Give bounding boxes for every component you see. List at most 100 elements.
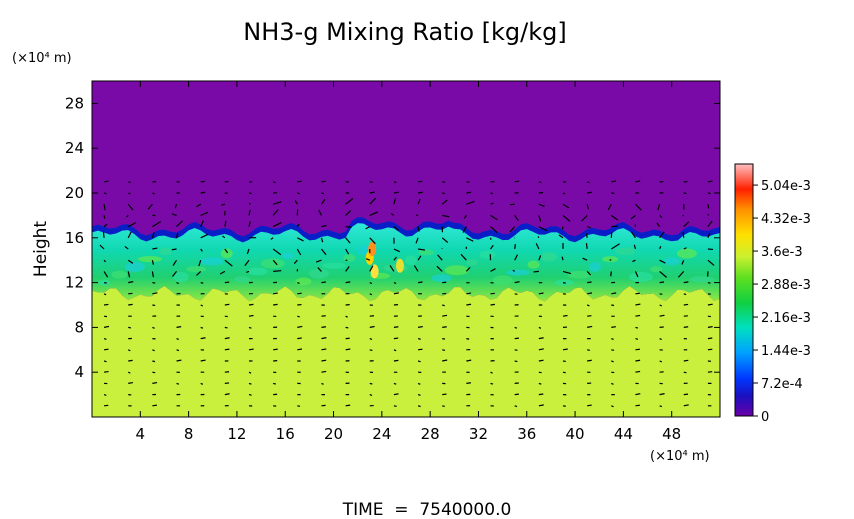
wind-vector bbox=[321, 192, 325, 195]
wind-vector bbox=[393, 405, 397, 407]
wind-vector bbox=[152, 247, 158, 250]
band-texture bbox=[567, 270, 592, 279]
band-texture bbox=[234, 276, 251, 283]
wind-vector bbox=[219, 270, 226, 275]
wind-vector bbox=[246, 248, 250, 255]
wind-vector bbox=[273, 348, 278, 351]
band-texture bbox=[690, 276, 715, 283]
wind-vector bbox=[176, 349, 180, 352]
wind-vector bbox=[466, 338, 470, 340]
wind-vector bbox=[683, 247, 687, 250]
wind-vector bbox=[417, 360, 421, 363]
wind-vector bbox=[466, 200, 475, 205]
wind-vector bbox=[369, 293, 373, 296]
wind-vector bbox=[514, 405, 518, 408]
y-tick-label: 12 bbox=[65, 274, 84, 292]
wind-vector-field bbox=[99, 180, 715, 408]
wind-vector bbox=[659, 293, 663, 295]
lower-layer bbox=[92, 286, 720, 417]
wind-vector bbox=[586, 233, 588, 238]
wind-vector bbox=[127, 371, 131, 374]
wind-vector bbox=[224, 259, 233, 267]
wind-vector bbox=[582, 257, 588, 261]
wind-vector bbox=[533, 270, 539, 273]
wind-vector bbox=[128, 359, 133, 362]
wind-vector bbox=[611, 326, 616, 328]
wind-vector bbox=[611, 382, 614, 385]
band-texture bbox=[199, 257, 224, 266]
wind-vector bbox=[587, 191, 592, 194]
wind-vector bbox=[345, 348, 351, 351]
wind-vector bbox=[677, 270, 685, 278]
wind-vector bbox=[393, 256, 397, 261]
band-texture bbox=[663, 257, 680, 266]
wind-vector bbox=[393, 248, 400, 253]
band-texture bbox=[444, 265, 469, 276]
x-tick-label: 12 bbox=[227, 425, 246, 443]
y-tick-label: 16 bbox=[65, 229, 84, 247]
wind-vector bbox=[538, 359, 544, 362]
wind-vector bbox=[248, 192, 252, 195]
wind-vector bbox=[659, 304, 663, 307]
wind-vector bbox=[176, 338, 179, 341]
wind-vector bbox=[561, 226, 564, 230]
x-tick-label: 44 bbox=[614, 425, 633, 443]
wind-vector bbox=[635, 203, 642, 211]
wind-vector bbox=[514, 180, 520, 183]
wind-vector bbox=[635, 180, 641, 183]
wind-vector bbox=[369, 211, 379, 216]
x-tick-label: 28 bbox=[421, 425, 440, 443]
wind-vector bbox=[151, 271, 154, 278]
wind-vector bbox=[514, 254, 519, 261]
wind-vector bbox=[611, 405, 614, 408]
wind-vector bbox=[538, 215, 542, 222]
wind-vector bbox=[390, 213, 395, 216]
wind-vector bbox=[611, 304, 615, 307]
wind-vector bbox=[366, 258, 371, 261]
band-texture bbox=[602, 256, 619, 263]
wind-vector bbox=[244, 259, 250, 267]
wind-vector bbox=[442, 214, 450, 218]
wind-vector bbox=[514, 244, 516, 250]
wind-vector bbox=[417, 191, 423, 194]
wind-vector bbox=[369, 325, 375, 328]
wind-vector bbox=[103, 259, 106, 263]
wind-vector bbox=[297, 282, 300, 285]
wind-vector bbox=[196, 203, 202, 208]
wind-vector bbox=[127, 271, 131, 278]
wind-vector bbox=[315, 259, 322, 263]
wind-vector bbox=[175, 233, 179, 238]
wind-vector bbox=[683, 281, 689, 284]
wind-vector bbox=[222, 235, 226, 239]
wind-vector bbox=[369, 394, 373, 396]
wind-vector bbox=[611, 292, 617, 295]
wind-vector bbox=[176, 382, 180, 385]
wind-vector bbox=[174, 204, 178, 209]
wind-vector bbox=[103, 215, 106, 219]
wind-vector bbox=[127, 231, 132, 239]
wind-vector bbox=[707, 213, 709, 216]
wind-vector bbox=[297, 315, 300, 318]
wind-vector bbox=[514, 360, 518, 363]
wind-vector bbox=[273, 382, 276, 385]
wind-vector bbox=[538, 226, 548, 232]
wind-vector bbox=[297, 192, 300, 195]
wind-vector bbox=[683, 359, 689, 362]
wind-vector bbox=[659, 270, 667, 278]
wind-vector bbox=[200, 211, 209, 216]
wind-vector bbox=[297, 237, 304, 242]
wind-vector bbox=[128, 281, 134, 284]
wind-vector bbox=[659, 314, 665, 317]
wind-vector bbox=[707, 282, 711, 284]
colorbar-label: 2.88e-3 bbox=[761, 278, 811, 293]
wind-vector bbox=[393, 393, 399, 396]
wind-vector bbox=[248, 348, 254, 351]
wind-vector bbox=[103, 325, 110, 328]
wind-vector bbox=[587, 281, 592, 284]
wind-vector bbox=[586, 181, 590, 184]
y-tick-label: 28 bbox=[65, 94, 84, 112]
wind-vector bbox=[294, 200, 298, 205]
wind-vector bbox=[490, 382, 494, 385]
wind-vector bbox=[611, 360, 614, 363]
wind-vector bbox=[466, 237, 474, 242]
